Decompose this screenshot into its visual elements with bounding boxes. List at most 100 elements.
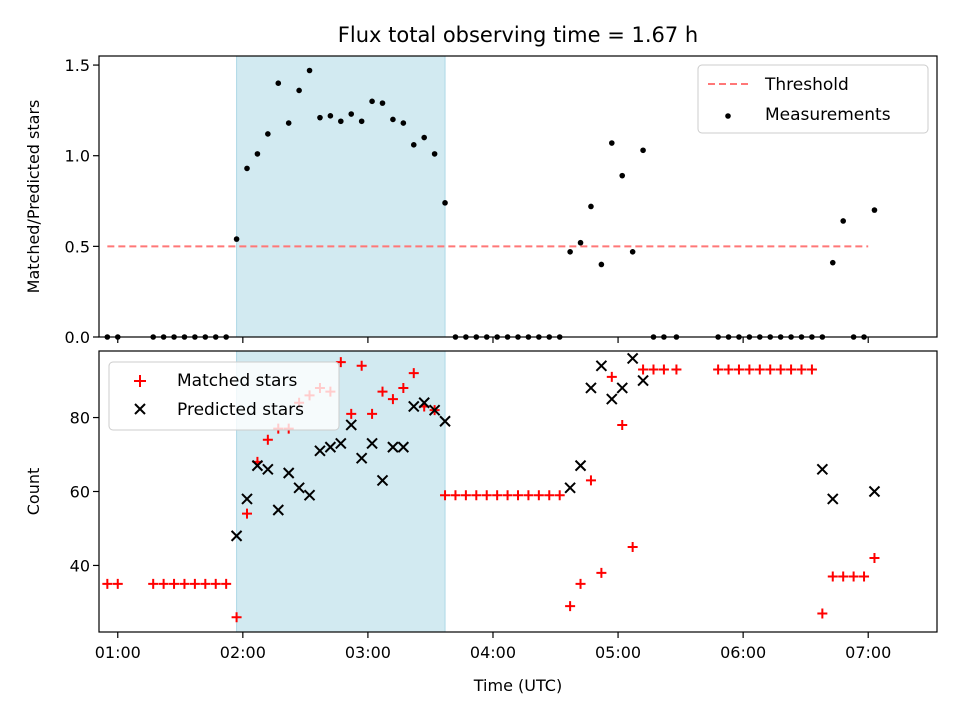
matched-point <box>471 490 482 501</box>
matched-point <box>513 490 523 501</box>
predicted-point <box>303 489 316 501</box>
axes-frame <box>98 55 938 338</box>
y-tick-label: 0.0 <box>65 328 90 347</box>
matched-point <box>713 364 724 375</box>
measurement-point <box>431 151 438 157</box>
matched-point <box>112 578 123 589</box>
matched-point <box>200 578 211 589</box>
predicted-point <box>251 459 264 472</box>
predicted-point <box>626 352 639 365</box>
predicted-point <box>418 397 430 409</box>
measurement-point <box>296 87 302 94</box>
matched-point <box>765 364 776 375</box>
measurement-point <box>244 165 250 172</box>
matched-point <box>179 578 190 589</box>
matched-point <box>502 490 513 501</box>
matched-point <box>356 360 367 371</box>
matched-point <box>377 386 388 397</box>
predicted-point <box>397 441 410 453</box>
matched-point <box>460 490 471 501</box>
predicted-point <box>262 463 274 476</box>
matched-point <box>169 578 180 589</box>
matched-point <box>606 371 617 382</box>
matched-point <box>231 612 242 623</box>
predicted-point <box>439 415 451 427</box>
predicted-point <box>324 441 337 453</box>
legend-predicted-swatch <box>134 403 146 415</box>
matched-point <box>796 364 807 375</box>
measurement-point <box>358 118 365 125</box>
series-predicted-stars <box>230 352 881 542</box>
measurement-point <box>285 120 292 126</box>
predicted-point <box>574 459 587 472</box>
matched-point <box>533 490 544 501</box>
legend-box <box>108 361 340 431</box>
measurement-point <box>871 207 878 213</box>
matched-point <box>869 553 880 564</box>
shaded-span <box>236 55 446 338</box>
matched-point <box>398 382 409 393</box>
measurement-point <box>640 147 646 154</box>
predicted-point <box>355 452 368 464</box>
x-tick-label: 02:00 <box>220 643 266 662</box>
measurement-point <box>306 67 313 74</box>
x-tick-label: 01:00 <box>95 643 141 662</box>
matched-point <box>554 490 565 501</box>
measurement-point <box>410 142 417 148</box>
predicted-point <box>230 530 243 542</box>
measurement-point <box>629 248 636 255</box>
matched-point <box>544 490 555 501</box>
matched-point <box>102 578 113 589</box>
measurement-point <box>567 248 573 255</box>
matched-point <box>859 571 870 582</box>
legend-box <box>697 64 929 134</box>
predicted-point <box>564 482 576 494</box>
matched-point <box>648 364 659 375</box>
legend-threshold-label: Threshold <box>764 75 849 95</box>
matched-point <box>627 541 638 552</box>
predicted-point <box>241 493 253 505</box>
predicted-point <box>868 485 881 498</box>
legend-measurements-swatch <box>725 113 731 119</box>
y-tick-label: 60 <box>70 483 90 502</box>
legend-predicted-label: Predicted stars <box>177 400 304 420</box>
predicted-point <box>293 482 305 494</box>
predicted-point <box>827 493 839 505</box>
chart-title: Flux total observing time = 1.67 h <box>338 23 698 47</box>
x-tick-label: 04:00 <box>470 643 516 662</box>
matched-point <box>617 419 628 430</box>
measurement-point <box>327 113 334 119</box>
measurement-point <box>233 236 240 242</box>
measurement-point <box>442 200 448 206</box>
matched-point <box>575 578 586 589</box>
matched-point <box>848 571 859 582</box>
measurement-point <box>840 218 846 224</box>
legend-bottom: Matched stars Predicted stars <box>108 361 340 431</box>
predicted-point <box>387 441 399 453</box>
matched-point <box>817 608 828 619</box>
legend-measurements-label: Measurements <box>765 105 891 125</box>
matched-point <box>346 408 357 419</box>
matched-point <box>754 364 765 375</box>
measurement-point <box>598 261 605 268</box>
predicted-point <box>314 445 326 457</box>
measurement-point <box>829 259 836 266</box>
matched-point <box>221 578 232 589</box>
matched-point <box>367 408 378 419</box>
matched-point <box>148 578 159 589</box>
measurement-point <box>577 239 584 246</box>
measurement-point <box>338 118 344 125</box>
matched-point <box>565 601 576 612</box>
predicted-point <box>637 374 649 387</box>
legend-matched-label: Matched stars <box>177 371 297 391</box>
matched-point <box>658 364 669 375</box>
measurement-point <box>275 80 282 86</box>
legend-matched-swatch <box>134 375 146 387</box>
predicted-point <box>428 404 441 416</box>
y-tick-label: 1.0 <box>65 147 90 166</box>
predicted-point <box>595 360 608 372</box>
predicted-point <box>345 419 357 431</box>
top-panel: 0.0 0.5 1.0 1.5 Matched/Predicted stars Thres… <box>24 55 938 347</box>
matched-point <box>723 364 734 375</box>
matched-point <box>242 508 253 519</box>
